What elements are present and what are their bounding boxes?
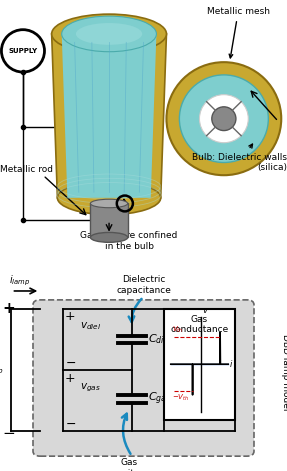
Text: +: + <box>65 372 76 384</box>
Text: Bulb: Dielectric walls
(silica): Bulb: Dielectric walls (silica) <box>192 144 287 172</box>
Text: $V_{th}$: $V_{th}$ <box>172 325 184 335</box>
Text: +: + <box>2 301 15 317</box>
Text: +: + <box>65 310 76 323</box>
Ellipse shape <box>90 199 128 208</box>
Text: $V_{lamp}$: $V_{lamp}$ <box>0 363 4 377</box>
FancyBboxPatch shape <box>33 300 254 456</box>
Text: $v_{gas}$: $v_{gas}$ <box>80 382 101 394</box>
Text: v: v <box>202 306 207 315</box>
Circle shape <box>199 95 248 143</box>
Text: Gas mixture confined
in the bulb: Gas mixture confined in the bulb <box>80 199 178 251</box>
Circle shape <box>166 62 281 175</box>
Ellipse shape <box>62 16 156 52</box>
Text: $-V_{th}$: $-V_{th}$ <box>172 393 189 404</box>
Text: $v_{diel}$: $v_{diel}$ <box>80 321 102 333</box>
Circle shape <box>1 30 44 72</box>
Text: SUPPLY: SUPPLY <box>8 48 38 54</box>
Text: $-$: $-$ <box>65 356 76 369</box>
Ellipse shape <box>52 14 166 54</box>
Circle shape <box>212 107 236 130</box>
Text: Gas
capacitance: Gas capacitance <box>102 458 157 471</box>
Text: Gas
conductance: Gas conductance <box>170 315 228 334</box>
Text: $i_{lamp}$: $i_{lamp}$ <box>9 274 30 288</box>
Text: $-$: $-$ <box>2 424 15 439</box>
Ellipse shape <box>90 233 128 243</box>
Text: Metallic rod: Metallic rod <box>0 165 53 174</box>
Circle shape <box>179 75 268 162</box>
Text: $C_{diel}$: $C_{diel}$ <box>148 333 172 346</box>
Text: Dielectric
capacitance: Dielectric capacitance <box>116 275 171 294</box>
Ellipse shape <box>76 23 142 45</box>
Polygon shape <box>90 203 128 237</box>
Text: Metallic mesh: Metallic mesh <box>207 7 270 58</box>
Polygon shape <box>52 34 166 198</box>
Text: $C_{gas}$: $C_{gas}$ <box>148 390 171 407</box>
Bar <box>164 309 235 420</box>
Text: DBD lamp model: DBD lamp model <box>281 334 287 410</box>
Text: $-$: $-$ <box>65 417 76 430</box>
Polygon shape <box>62 34 156 198</box>
Text: i: i <box>230 360 232 369</box>
Ellipse shape <box>57 181 161 215</box>
